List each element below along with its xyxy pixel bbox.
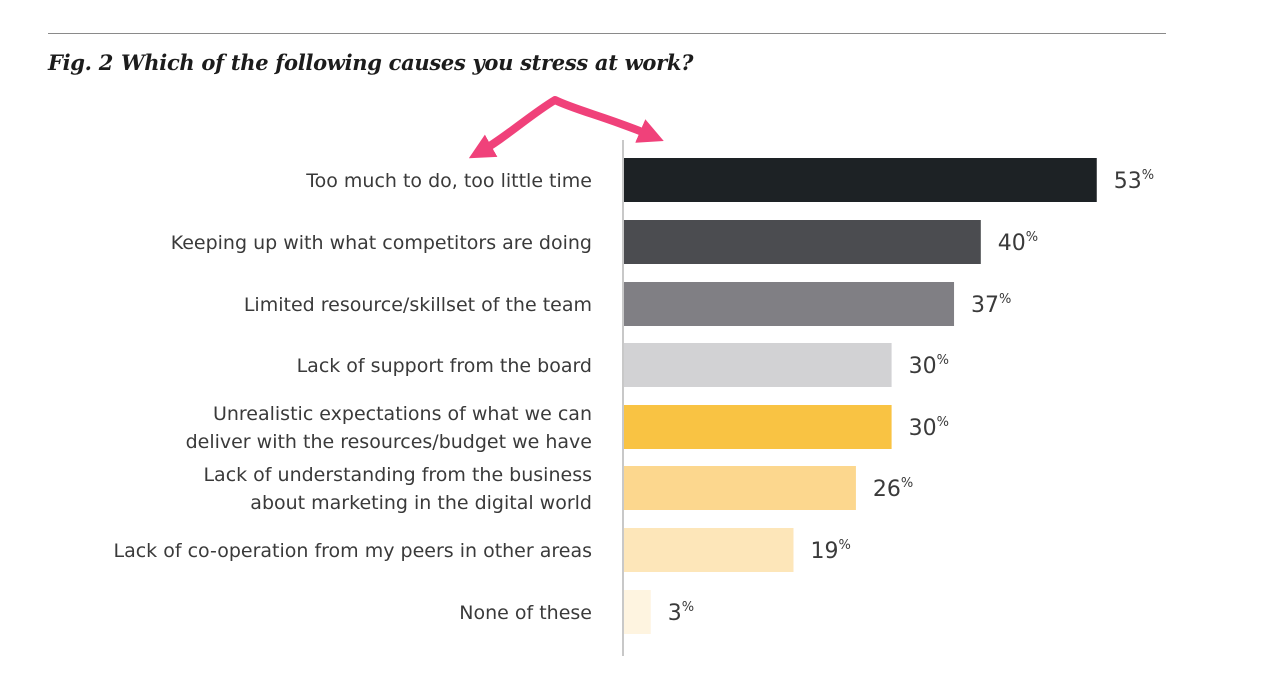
- figure-title: Fig. 2 Which of the following causes you …: [48, 50, 693, 75]
- value-label-8: 3%: [668, 600, 694, 626]
- category-label-8: None of these: [459, 602, 592, 624]
- category-label-7: Lack of co-operation from my peers in ot…: [114, 540, 593, 562]
- category-label-1: Too much to do, too little time: [305, 170, 592, 192]
- bar-1: [624, 158, 1097, 202]
- value-label-1: 53%: [1114, 168, 1154, 194]
- figure-title-text: Which of the following causes you stress…: [121, 50, 694, 75]
- value-label-5: 30%: [909, 415, 949, 441]
- category-label-6-line-1: Lack of understanding from the business: [203, 464, 592, 486]
- double-headed-arrow-annotation: [468, 96, 664, 159]
- category-label-5-line-1: Unrealistic expectations of what we can: [213, 403, 592, 425]
- value-label-4: 30%: [909, 353, 949, 379]
- category-label-6-line-2: about marketing in the digital world: [250, 492, 592, 514]
- top-rule: [48, 33, 1166, 34]
- bar-4: [624, 343, 892, 387]
- category-label-5-line-2: deliver with the resources/budget we hav…: [186, 431, 592, 453]
- value-label-7: 19%: [810, 538, 850, 564]
- bar-3: [624, 282, 955, 326]
- figure-number: Fig. 2: [48, 50, 114, 75]
- bar-8: [624, 590, 651, 634]
- bar-2: [624, 220, 981, 264]
- bar-6: [624, 466, 856, 510]
- bar-5: [624, 405, 892, 449]
- bar-7: [624, 528, 794, 572]
- bars-group: 53% Too much to do, too little time 40% Kee…: [114, 158, 1154, 634]
- value-label-6: 26%: [873, 476, 913, 502]
- value-label-3: 37%: [971, 292, 1011, 318]
- category-label-4: Lack of support from the board: [297, 355, 592, 377]
- category-label-2: Keeping up with what competitors are doi…: [171, 232, 592, 254]
- value-label-2: 40%: [998, 230, 1038, 256]
- category-label-3: Limited resource/skillset of the team: [244, 294, 592, 316]
